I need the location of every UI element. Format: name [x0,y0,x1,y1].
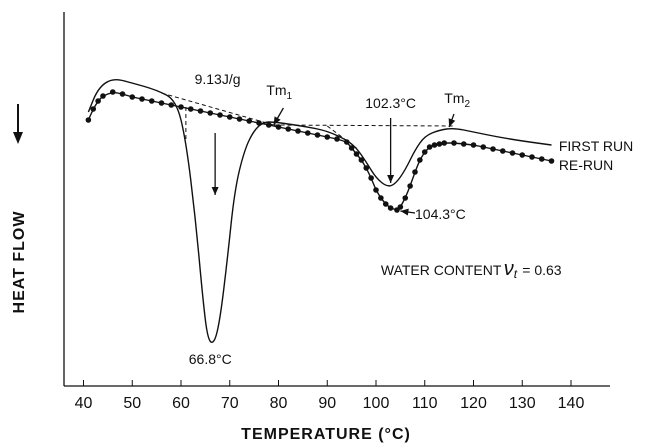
data-point [158,100,165,106]
data-point [490,146,496,152]
data-point [470,142,477,148]
data-point [275,124,282,130]
data-point [139,96,145,102]
data-point [538,156,545,162]
annotation-label: 104.3°C [415,206,466,222]
data-point [343,139,350,145]
data-point [368,175,374,181]
data-point [265,122,272,128]
heat-flow-direction-arrow [13,104,23,144]
annotation-label: WATER CONTENT [381,262,502,278]
annotation-label: 9.13J/g [195,71,241,87]
data-point [109,89,116,95]
data-point [431,142,438,148]
data-point [509,150,516,156]
annotation-arrow [387,118,395,183]
data-point [548,158,555,164]
x-tick-label: 60 [172,395,190,412]
x-axis-title: TEMPERATURE (°C) [241,426,411,443]
data-point [480,144,487,150]
data-point [178,104,184,110]
x-tick-label: 70 [221,395,239,412]
data-point [256,120,262,126]
annotation-arrow [273,107,284,126]
annotation-label: Tm1 [266,82,292,102]
annotation-label: RE-RUN [559,157,613,173]
data-point [412,169,418,175]
data-point [217,112,223,118]
x-tick-label: 130 [509,395,536,412]
data-point [90,106,97,112]
data-point [314,132,321,138]
data-point [148,98,155,104]
y-axis-title: HEAT FLOW [11,211,28,314]
data-point [426,144,433,150]
baseline-dashed-line [161,92,274,126]
data-point [378,195,384,201]
data-point [168,102,175,108]
data-point [207,110,214,116]
data-point [460,141,467,147]
annotation-labels: 9.13J/g Tm1 102.3°C Tm2 FIRST RUN RE-RUN 104.3… [189,71,633,367]
x-tick-label: 80 [270,395,288,412]
data-point [358,157,365,163]
annotation-arrow [448,113,456,128]
x-tick-label: 40 [75,395,93,412]
x-axis-ticks: 40 50 60 70 80 90 100 110 120 130 140 [75,380,585,412]
data-point [95,98,101,104]
data-point [387,205,394,211]
data-point [334,136,340,142]
series-layer [85,78,555,343]
annotation-label: FIRST RUN [559,138,633,154]
data-point [295,128,301,134]
x-tick-label: 90 [318,395,336,412]
data-point [246,118,253,124]
water-content-symbol: νt [504,258,518,281]
data-point [529,154,535,160]
data-point [226,114,233,120]
data-point [197,108,204,114]
data-point [129,94,136,100]
data-point [348,145,355,151]
annotation-label: Tm2 [444,90,470,110]
x-tick-label: 100 [363,395,390,412]
data-point [324,134,331,140]
data-point [187,106,194,112]
data-point [373,187,379,193]
annotation-label: = 0.63 [522,262,562,278]
data-point [421,149,428,155]
data-point [353,151,360,157]
x-tick-label: 120 [460,395,487,412]
data-point [382,201,389,207]
data-point [100,93,106,99]
data-point [363,165,370,171]
series-line-re-run [87,91,552,211]
data-point [119,91,126,97]
data-point [397,204,404,210]
baseline-dashed-line [273,124,455,127]
data-point [499,148,506,154]
x-tick-label: 50 [123,395,141,412]
x-tick-label: 110 [412,395,438,412]
annotation-label: 102.3°C [365,95,416,111]
data-point [441,140,448,146]
data-point [236,116,243,122]
data-point [402,195,409,201]
annotation-arrows [211,107,456,216]
series-line-first-run [87,78,552,343]
data-point [519,152,526,158]
x-tick-label: 140 [558,395,585,412]
annotation-label: 66.8°C [189,351,232,367]
data-point [417,157,423,163]
data-point [85,117,92,123]
data-point [285,126,292,132]
annotation-arrow [211,133,219,195]
data-point [407,183,413,189]
data-point [304,130,311,136]
annotation-arrow [400,208,416,216]
data-point [451,140,457,146]
data-point [436,141,443,147]
